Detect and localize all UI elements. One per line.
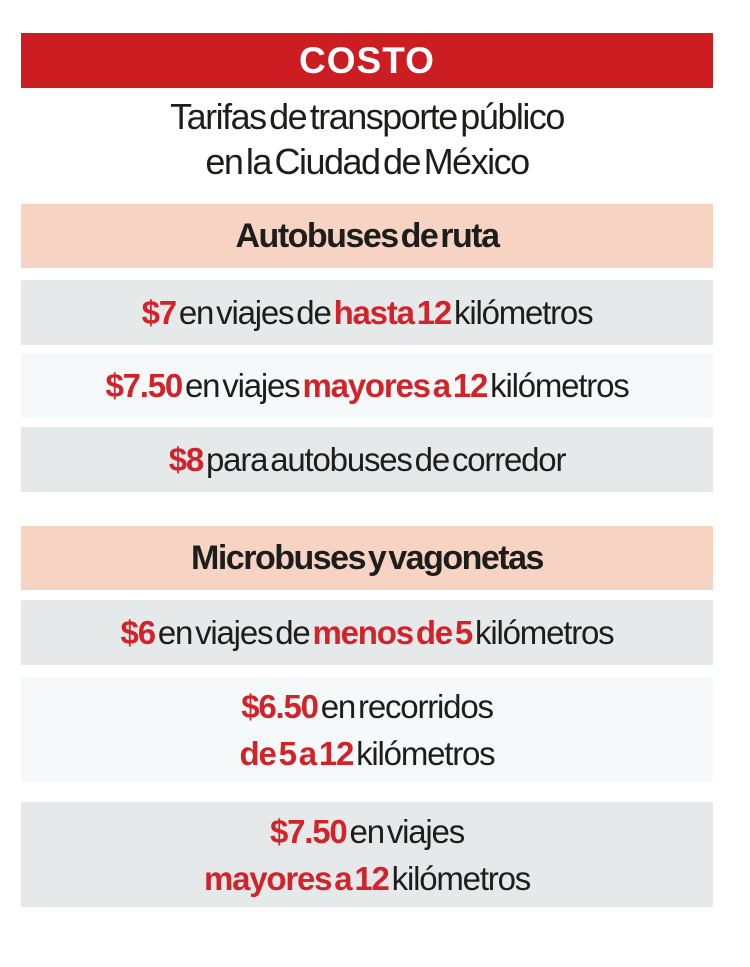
fare-price: $6.50 [241,687,319,725]
fare-price: $7 [141,294,178,331]
fare-price: $6 [120,614,157,651]
fare-segment: en viajes de [175,294,334,331]
fare-row-bus-750: $7.50 en viajes mayores a 12 kilómetros [21,353,713,418]
fare-row-micro-6: $6 en viajes de menos de 5 kilómetros [21,600,713,665]
fare-segment: kilómetros [472,614,615,651]
section-title: Autobuses de ruta [235,216,500,255]
fare-segment: kilómetros [388,859,532,897]
fare-text: $6 en viajes de menos de 5 kilómetros [120,609,615,656]
fare-condition: mayores a 12 [302,367,488,404]
fare-condition: de 5 a 12 [239,734,355,772]
fare-text-line-2: mayores a 12 kilómetros [203,855,532,902]
fare-segment: kilómetros [451,294,594,331]
fare-row-micro-650: $6.50 en recorridos de 5 a 12 kilómetros [21,677,713,782]
subtitle-line-2: en la Ciudad de México [205,141,530,182]
fare-segment: en viajes de [154,614,313,651]
fare-text: $8 para autobuses de corredor [168,436,567,483]
subtitle-line-1: Tarifas de transporte público [170,96,565,137]
fare-text-line-2: de 5 a 12 kilómetros [239,730,496,777]
fare-condition: menos de 5 [312,614,474,651]
fare-infographic: COSTO Tarifas de transporte público en l… [21,33,713,907]
fare-row-bus-7: $7 en viajes de hasta 12 kilómetros [21,280,713,345]
fare-segment: para autobuses de corredor [203,441,566,478]
fare-segment: en viajes [182,367,303,404]
infographic-subtitle: Tarifas de transporte público en la Ciud… [21,94,713,184]
banner-title: COSTO [299,39,435,81]
fare-segment: en recorridos [317,687,494,725]
fare-text: $7 en viajes de hasta 12 kilómetros [141,289,594,336]
section-header-microbuses: Microbuses y vagonetas [21,526,713,590]
fare-row-micro-750: $7.50 en viajes mayores a 12 kilómetros [21,802,713,907]
fare-text-line-1: $6.50 en recorridos [241,683,494,730]
fare-segment: kilómetros [353,734,496,772]
section-header-autobuses: Autobuses de ruta [21,204,713,268]
fare-text-line-1: $7.50 en viajes [269,808,466,855]
fare-condition: hasta 12 [333,294,453,331]
fare-row-bus-8: $8 para autobuses de corredor [21,427,713,492]
fare-condition: mayores a 12 [203,859,390,897]
fare-price: $7.50 [105,367,183,404]
fare-segment: kilómetros [487,367,630,404]
fare-text: $7.50 en viajes mayores a 12 kilómetros [105,362,630,409]
fare-price: $8 [168,441,205,478]
fare-price: $7.50 [269,812,348,850]
fare-segment: en viajes [346,812,466,850]
costo-banner: COSTO [21,33,713,88]
section-title: Microbuses y vagonetas [191,538,544,577]
